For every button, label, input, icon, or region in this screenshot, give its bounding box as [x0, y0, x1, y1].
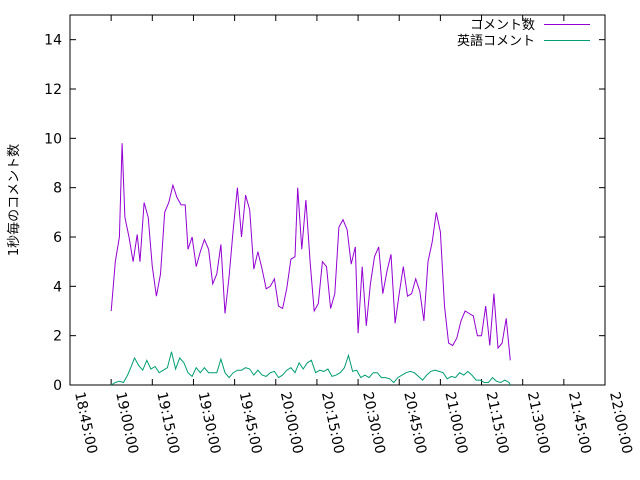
x-tick-label: 18:45:00 [71, 391, 100, 456]
x-tick-label: 19:30:00 [195, 391, 224, 456]
x-tick-label: 20:45:00 [400, 391, 429, 456]
y-tick-label: 4 [53, 279, 62, 295]
y-axis-label: 1秒毎のコメント数 [6, 144, 22, 256]
y-tick-label: 6 [53, 230, 62, 246]
y-axis: 0 2 4 6 8 10 12 14 [44, 33, 605, 394]
legend-label: 英語コメント [457, 33, 535, 49]
x-tick-label: 22:00:00 [606, 391, 635, 456]
series-line-2 [110, 351, 511, 386]
x-tick-label: 20:30:00 [359, 391, 388, 456]
x-tick-label: 19:15:00 [153, 391, 182, 456]
y-tick-label: 8 [53, 181, 62, 197]
y-tick-label: 0 [53, 378, 62, 394]
y-tick-label: 12 [44, 82, 62, 98]
x-tick-label: 19:45:00 [236, 391, 265, 456]
x-tick-label: 21:15:00 [483, 391, 512, 456]
legend-label: コメント数 [470, 18, 535, 33]
series-line-1 [110, 143, 511, 361]
x-axis: 18:45:00 19:00:00 19:15:00 19:30:00 19:45:00… [69, 15, 635, 456]
series-layer [110, 143, 511, 386]
x-tick-label: 20:15:00 [318, 391, 347, 456]
x-tick-label: 19:00:00 [112, 391, 141, 456]
plot-frame [69, 14, 606, 386]
x-tick-label: 21:30:00 [524, 391, 553, 456]
y-tick-label: 2 [53, 329, 62, 345]
x-tick-label: 21:45:00 [565, 391, 594, 456]
x-tick-label: 20:00:00 [277, 391, 306, 456]
x-tick-label: 21:00:00 [441, 391, 470, 456]
y-tick-label: 14 [44, 33, 62, 49]
y-tick-label: 10 [44, 131, 62, 147]
